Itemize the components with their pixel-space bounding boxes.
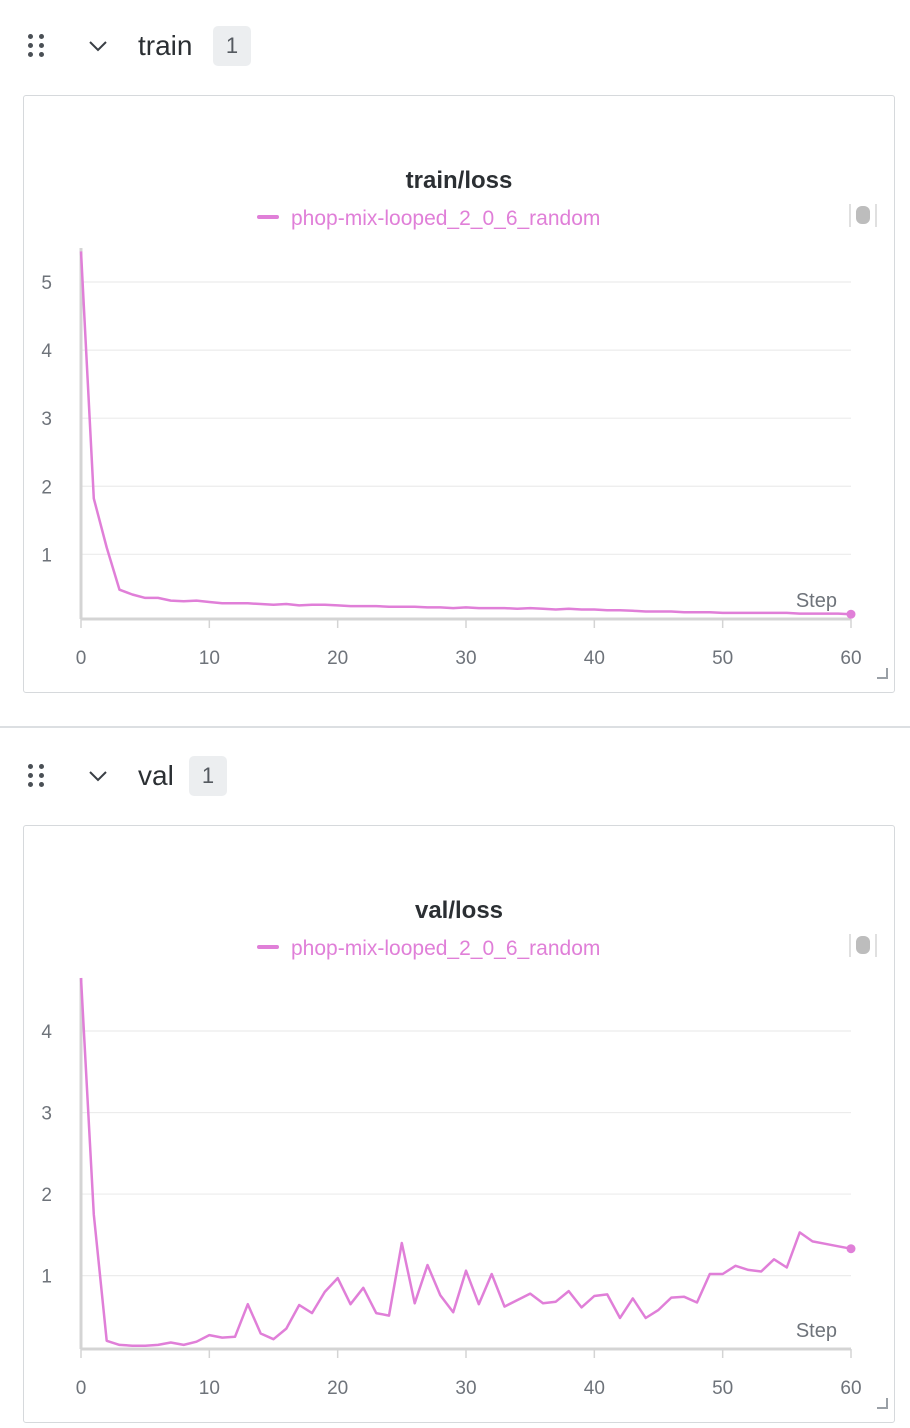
x-tick-label: 0	[76, 648, 87, 669]
legend-label[interactable]: phop-mix-looped_2_0_6_random	[291, 937, 600, 960]
y-tick-label: 5	[41, 273, 52, 294]
y-tick-label: 4	[41, 341, 52, 362]
drag-handle-icon[interactable]	[28, 34, 50, 62]
x-tick-label: 0	[76, 1378, 87, 1399]
chart-train-loss: train/loss phop-mix-looped_2_0_6_random 1 2…	[24, 96, 893, 691]
legend-scroll-icon[interactable]	[856, 936, 870, 954]
x-tick-label: 60	[840, 1378, 861, 1399]
x-axis-label: Step	[796, 1320, 837, 1342]
resize-handle-icon[interactable]	[877, 668, 887, 678]
y-tick-label: 3	[41, 1104, 52, 1125]
x-tick-label: 40	[584, 648, 605, 669]
series-end-point[interactable]	[847, 610, 856, 619]
y-tick-label: 2	[41, 477, 52, 498]
series-end-point[interactable]	[847, 1244, 856, 1253]
x-tick-label: 20	[327, 1378, 348, 1399]
section-header-val: val 1	[0, 748, 910, 808]
legend-scroll-icon[interactable]	[856, 206, 870, 224]
chevron-down-icon[interactable]	[88, 36, 108, 56]
chart-panel-val-loss[interactable]: val/loss phop-mix-looped_2_0_6_random 1 2 3 4…	[23, 825, 895, 1423]
x-tick-label: 30	[455, 1378, 476, 1399]
section-title[interactable]: val	[138, 759, 174, 793]
section-divider	[0, 726, 910, 728]
y-tick-label: 1	[41, 545, 52, 566]
x-tick-label: 10	[199, 648, 220, 669]
x-tick-label: 10	[199, 1378, 220, 1399]
x-tick-label: 60	[840, 648, 861, 669]
y-tick-label: 1	[41, 1267, 52, 1288]
count-badge: 1	[213, 26, 251, 66]
chart-title: val/loss	[415, 897, 503, 924]
section-header-train: train 1	[0, 18, 910, 78]
series-line[interactable]	[81, 978, 851, 1346]
series-line[interactable]	[81, 251, 851, 614]
y-tick-label: 2	[41, 1185, 52, 1206]
resize-handle-icon[interactable]	[877, 1398, 887, 1408]
drag-handle-icon[interactable]	[28, 764, 50, 792]
chevron-down-icon[interactable]	[88, 766, 108, 786]
chart-panel-train-loss[interactable]: train/loss phop-mix-looped_2_0_6_random 1 2…	[23, 95, 895, 693]
chart-val-loss: val/loss phop-mix-looped_2_0_6_random 1 2 3 4…	[24, 826, 893, 1421]
x-axis-label: Step	[796, 590, 837, 612]
x-tick-label: 30	[455, 648, 476, 669]
x-tick-label: 50	[712, 648, 733, 669]
x-tick-label: 50	[712, 1378, 733, 1399]
x-tick-label: 40	[584, 1378, 605, 1399]
chart-title: train/loss	[406, 167, 513, 194]
y-tick-label: 4	[41, 1022, 52, 1043]
legend-label[interactable]: phop-mix-looped_2_0_6_random	[291, 207, 600, 230]
count-badge: 1	[189, 756, 227, 796]
x-tick-label: 20	[327, 648, 348, 669]
y-tick-label: 3	[41, 409, 52, 430]
section-title[interactable]: train	[138, 29, 192, 63]
